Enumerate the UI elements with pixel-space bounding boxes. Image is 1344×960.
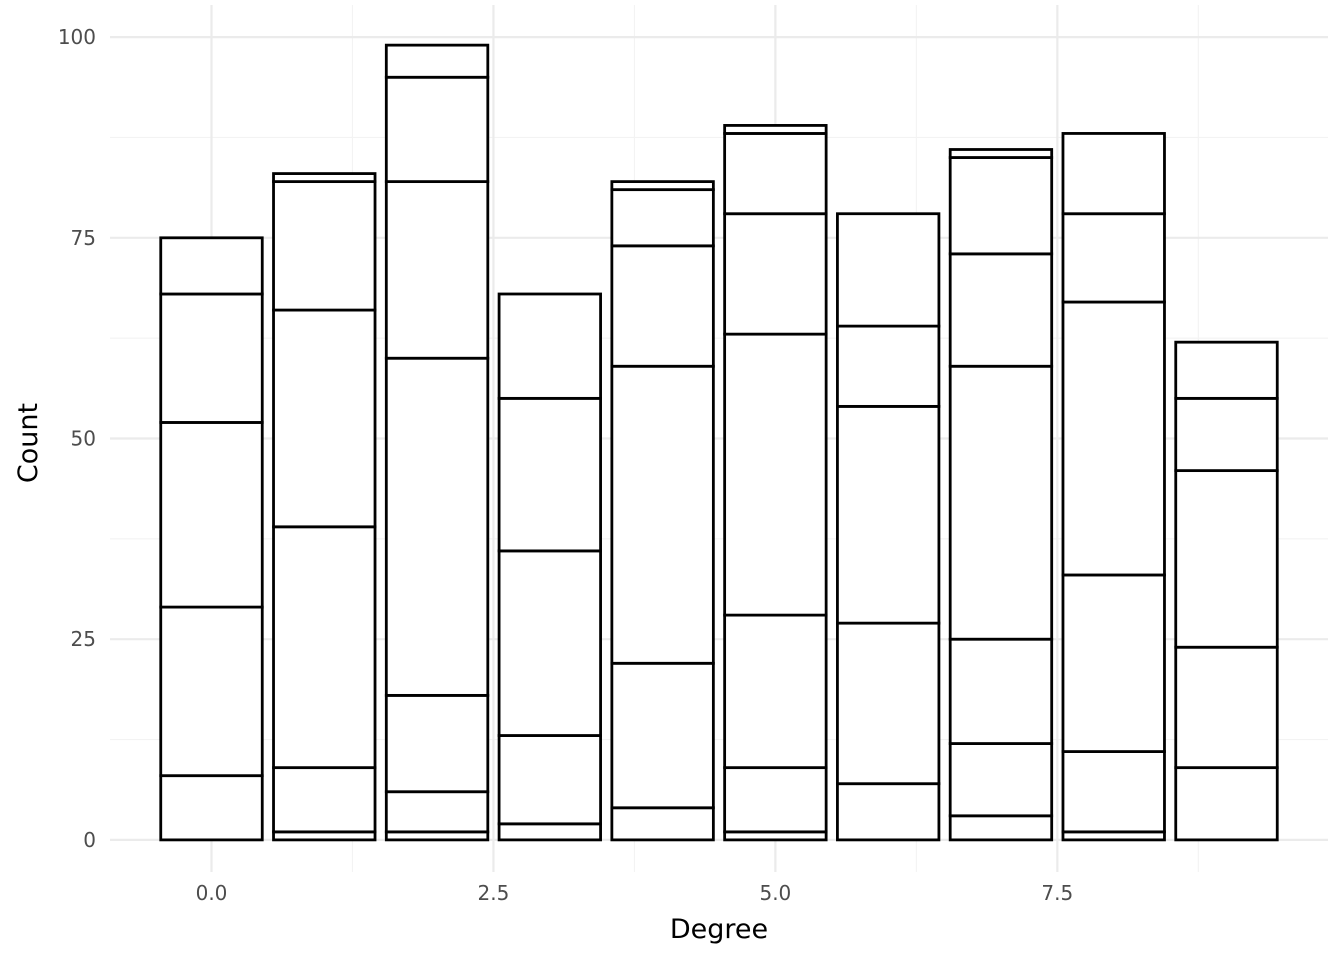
bar-segment bbox=[948, 364, 1054, 641]
bar-segment bbox=[610, 188, 715, 248]
bar-segment bbox=[610, 364, 715, 665]
bar-segment bbox=[723, 212, 828, 336]
bar-segment bbox=[384, 356, 490, 697]
bars bbox=[159, 43, 1279, 842]
bar-segment bbox=[159, 236, 264, 296]
bar-segment bbox=[723, 132, 828, 216]
bar-segment bbox=[1174, 469, 1279, 649]
bar-segment bbox=[272, 308, 377, 529]
bar-segment bbox=[836, 404, 941, 625]
bar-segment bbox=[948, 742, 1054, 818]
y-tick-label: 0 bbox=[83, 828, 96, 852]
bar-segment bbox=[384, 693, 490, 794]
x-tick-label: 0.0 bbox=[196, 881, 228, 905]
x-tick-label: 7.5 bbox=[1041, 881, 1073, 905]
bar-segment bbox=[497, 292, 602, 400]
tick-labels: 0.0 2.5 5.0 7.5 0 25 50 75 100 bbox=[58, 25, 1073, 905]
bar-segment bbox=[272, 525, 377, 770]
bar-segment bbox=[1174, 645, 1279, 770]
bar-segment bbox=[1061, 573, 1166, 753]
bar-segment bbox=[1061, 212, 1166, 304]
y-tick-label: 100 bbox=[58, 25, 96, 49]
bar-segment bbox=[836, 782, 941, 842]
bar-segment bbox=[723, 766, 828, 834]
bar-segment bbox=[159, 605, 264, 778]
y-tick-label: 50 bbox=[71, 427, 96, 451]
bar-segment bbox=[272, 766, 377, 834]
bar-segment bbox=[1061, 132, 1166, 216]
x-tick-label: 2.5 bbox=[478, 881, 510, 905]
bar-segment bbox=[1061, 300, 1166, 577]
bar-segment bbox=[159, 421, 264, 609]
bar-segment bbox=[836, 324, 941, 408]
bar-segment bbox=[384, 180, 490, 360]
bar-segment bbox=[159, 292, 264, 424]
y-axis-title: Count bbox=[13, 403, 44, 483]
bar-segment bbox=[384, 75, 490, 184]
bar-segment bbox=[384, 790, 490, 834]
bar-segment bbox=[610, 244, 715, 368]
bar-segment bbox=[497, 734, 602, 826]
bar-segment bbox=[1174, 340, 1279, 400]
bar-segment bbox=[723, 613, 828, 770]
bar-segment bbox=[497, 396, 602, 553]
bar-segment bbox=[1174, 766, 1279, 842]
bar-segment bbox=[497, 549, 602, 737]
x-axis-title: Degree bbox=[670, 914, 768, 945]
bar-segment bbox=[272, 180, 377, 312]
bar-segment bbox=[610, 806, 715, 842]
bar-segment bbox=[272, 172, 377, 184]
bar-segment bbox=[610, 180, 715, 192]
bar-segment bbox=[1174, 396, 1279, 473]
bar-segment bbox=[723, 124, 828, 135]
bar-segment bbox=[948, 252, 1054, 368]
bar-segment bbox=[948, 637, 1054, 745]
bar-segment bbox=[948, 148, 1054, 159]
bar-segment bbox=[948, 814, 1054, 842]
bar-segment bbox=[610, 661, 715, 810]
bar-segment bbox=[159, 774, 264, 842]
y-tick-label: 75 bbox=[71, 226, 96, 250]
bar-segment bbox=[497, 822, 602, 842]
bar-segment bbox=[1061, 750, 1166, 834]
x-tick-label: 5.0 bbox=[759, 881, 791, 905]
bar-segment bbox=[384, 43, 490, 79]
bar-segment bbox=[836, 212, 941, 328]
bar-segment bbox=[836, 621, 941, 786]
y-tick-label: 25 bbox=[71, 627, 96, 651]
bar-segment bbox=[948, 156, 1054, 256]
bar-segment bbox=[723, 332, 828, 617]
